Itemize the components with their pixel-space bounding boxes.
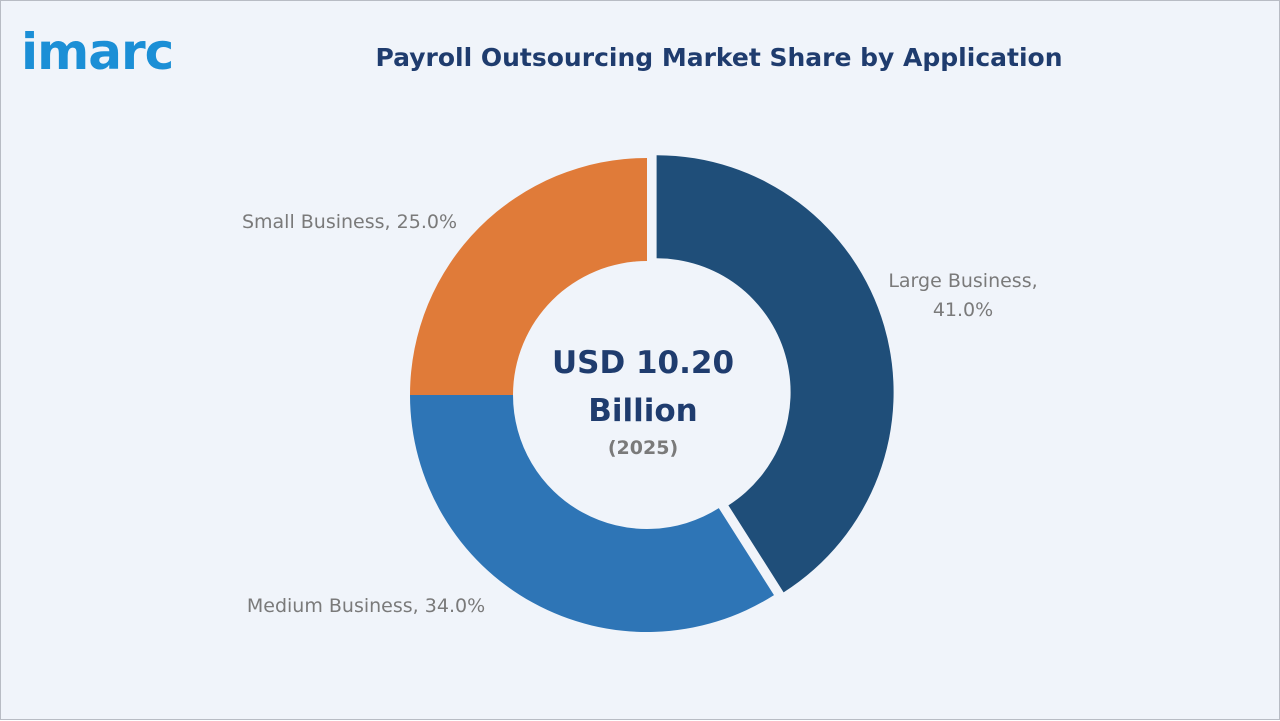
- center-subtext: (2025): [607, 437, 679, 459]
- center-text: USD 10.20 Billion: [551, 345, 735, 429]
- slice-value: 25.0%: [396, 211, 457, 233]
- slice-label: Large Business 41.0%: [863, 267, 1063, 325]
- logo: imarc: [21, 23, 174, 81]
- donut-slice: [410, 395, 774, 632]
- slice-label: Small Business 25.0%: [161, 208, 457, 237]
- donut-slice: [656, 155, 894, 593]
- slice-label: Medium Business 34.0%: [216, 592, 516, 621]
- slice-value: 34.0%: [424, 595, 486, 617]
- slice-category: Large Business: [888, 270, 1037, 292]
- donut-slice: [410, 158, 647, 395]
- slice-category: Small Business: [242, 211, 391, 233]
- chart-title: Payroll Outsourcing Market Share by Appl…: [375, 43, 1063, 72]
- slice-value: 41.0%: [932, 299, 994, 321]
- slice-category: Medium Business: [247, 595, 419, 617]
